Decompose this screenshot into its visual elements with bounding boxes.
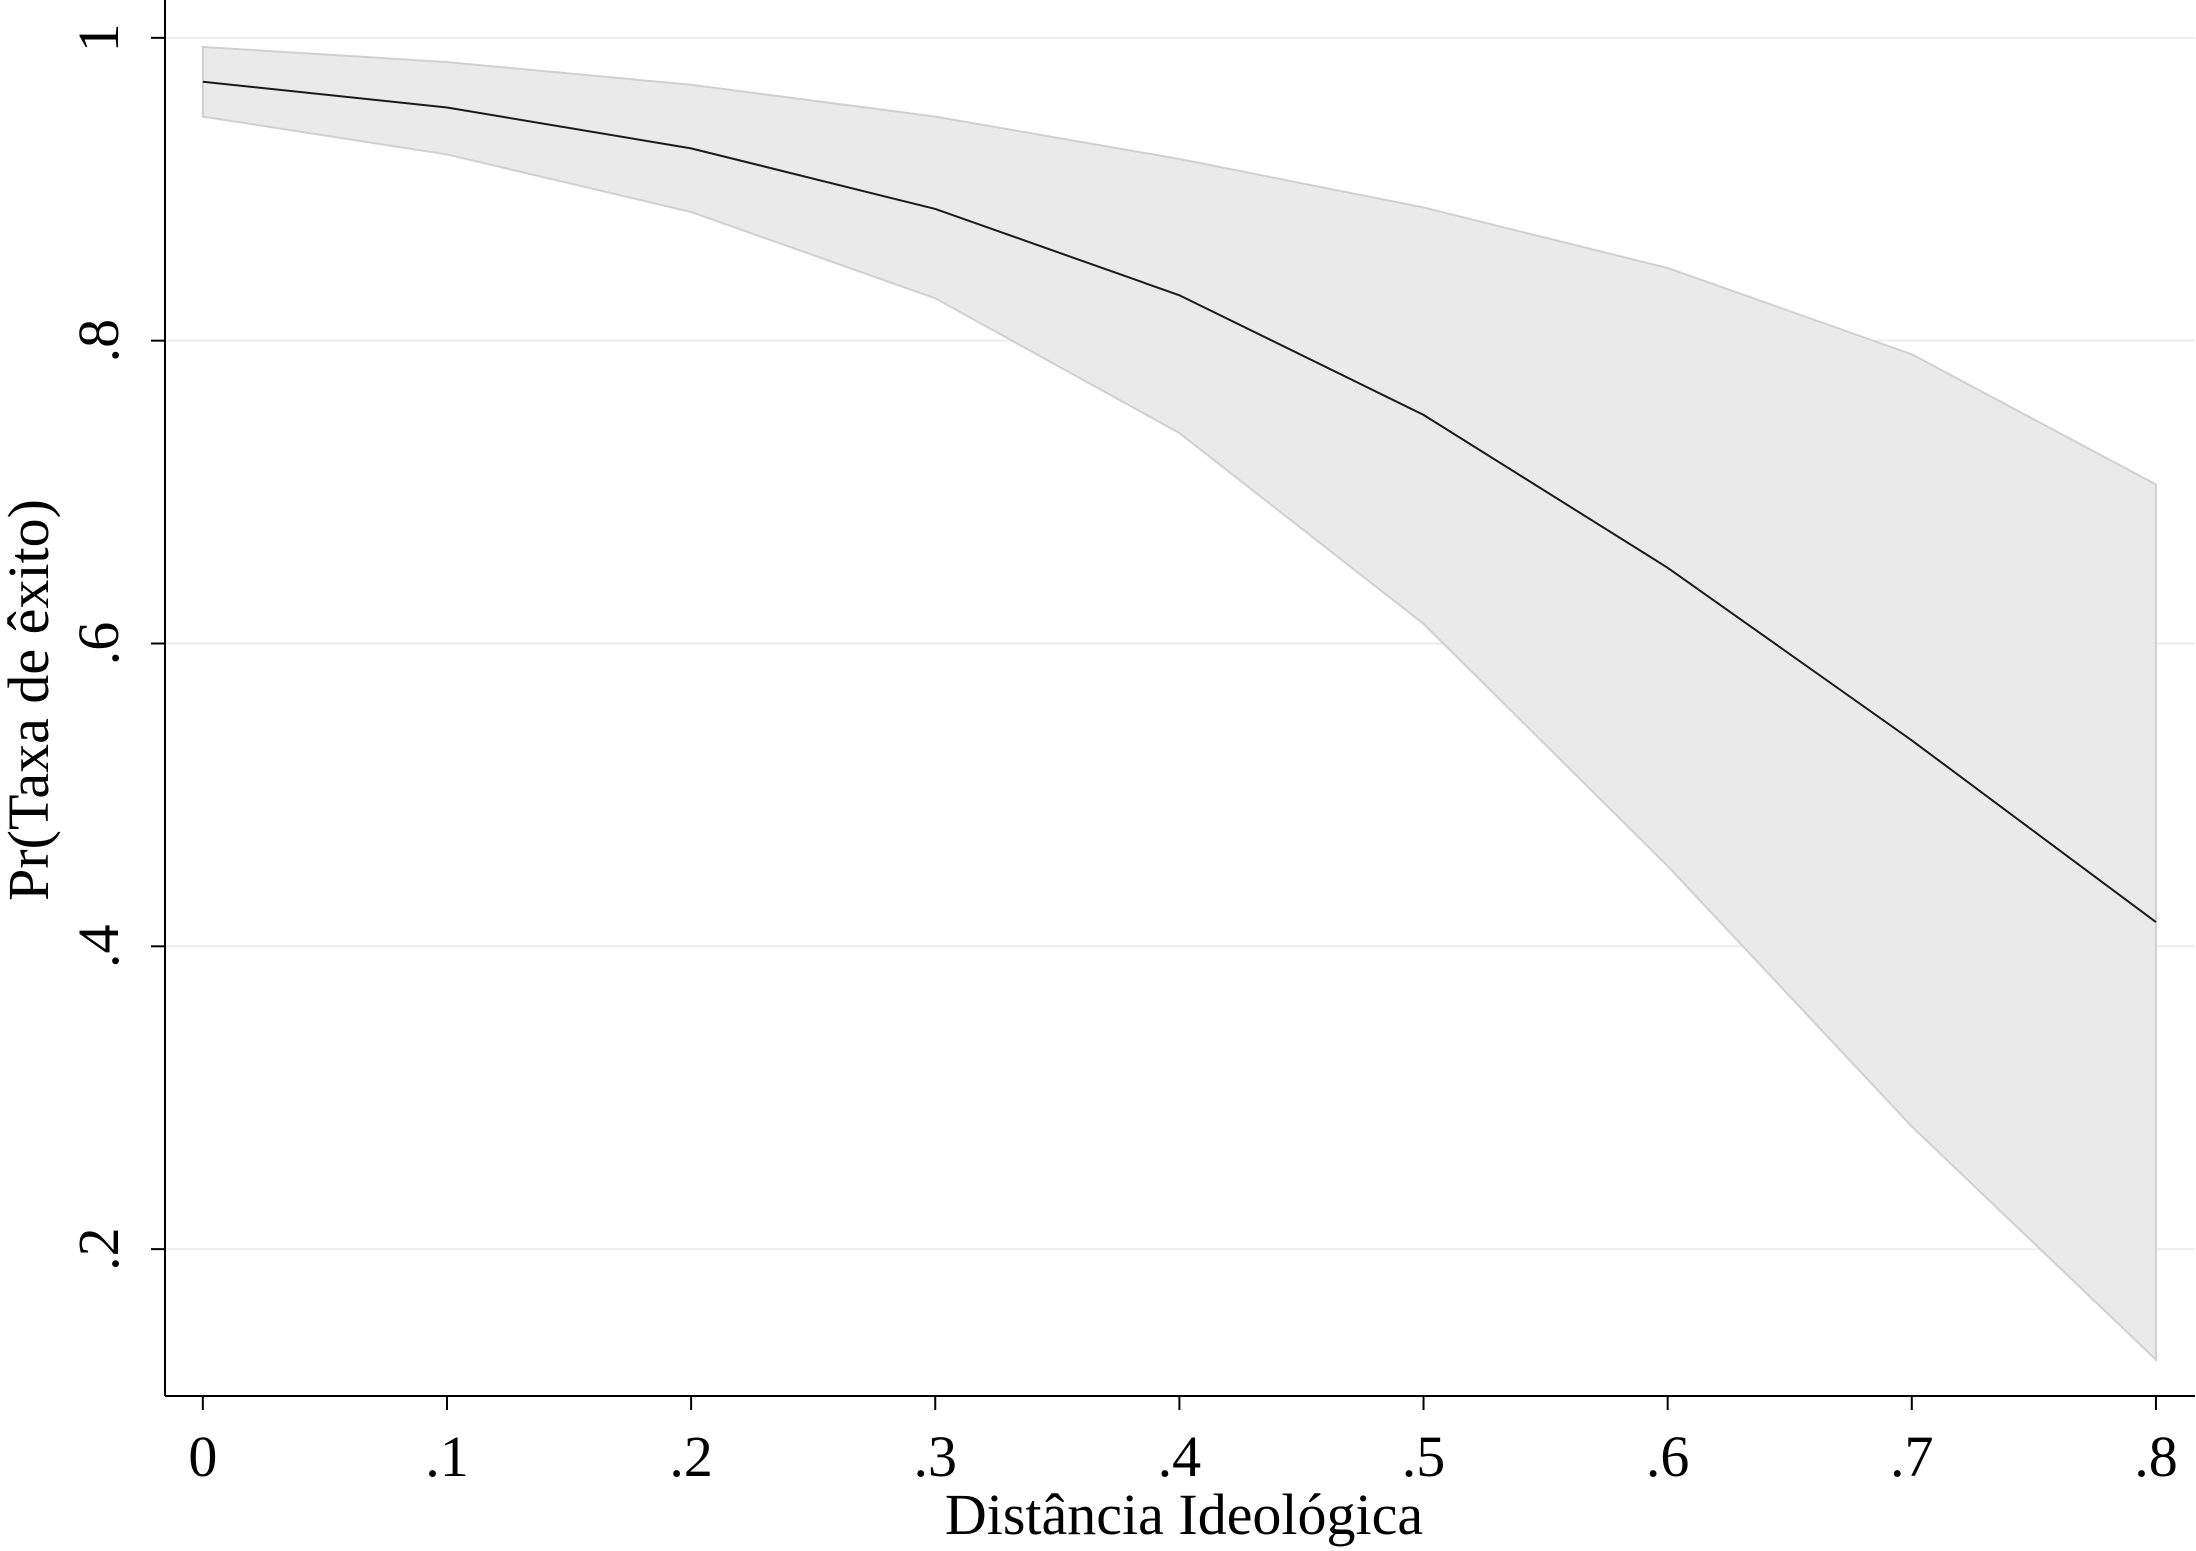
x-tick-label: .8 [2134,1424,2178,1489]
x-tick-label: 0 [188,1424,217,1489]
x-tick-label: .1 [425,1424,469,1489]
y-tick-label: .4 [66,925,131,969]
confidence-band [201,45,2157,1362]
x-tick-label: .7 [1890,1424,1934,1489]
x-tick-label: .3 [914,1424,958,1489]
x-tick-label: .6 [1646,1424,1690,1489]
x-tick-label: .2 [669,1424,713,1489]
y-tick-label: .8 [66,319,131,363]
x-tick-label: .4 [1158,1424,1202,1489]
x-axis-label: Distância Ideológica [945,1482,1423,1547]
x-tick-label: .5 [1402,1424,1446,1489]
y-tick-label: .2 [66,1227,131,1271]
y-tick-label: 1 [66,23,131,52]
y-axis-label: Pr(Taxa de êxito) [0,499,61,901]
y-tick-label: .6 [66,622,131,666]
prediction-line [202,80,2157,923]
